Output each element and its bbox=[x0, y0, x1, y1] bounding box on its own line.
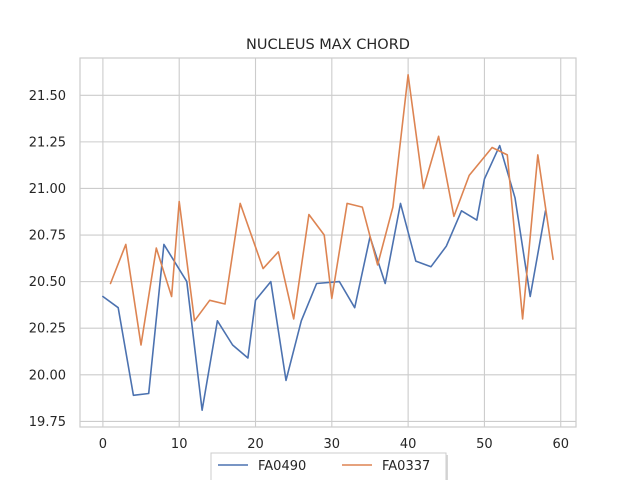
y-tick-label: 21.50 bbox=[29, 89, 66, 104]
y-tick-label: 20.75 bbox=[29, 229, 66, 244]
y-tick-label: 20.50 bbox=[29, 275, 66, 290]
legend: FA0490 FA0337 bbox=[210, 452, 448, 480]
y-tick-label: 21.25 bbox=[29, 135, 66, 150]
x-axis-ticks: 0 10 20 30 40 50 60 bbox=[99, 437, 569, 452]
x-tick-label: 40 bbox=[400, 437, 417, 452]
chart-title: NUCLEUS MAX CHORD bbox=[246, 37, 410, 53]
x-tick-label: 0 bbox=[99, 437, 107, 452]
plot-frame bbox=[79, 57, 577, 428]
x-tick-label: 10 bbox=[171, 437, 188, 452]
series-layer bbox=[102, 74, 554, 412]
legend-label: FA0490 bbox=[258, 459, 306, 474]
y-tick-label: 20.00 bbox=[29, 368, 66, 383]
x-tick-label: 20 bbox=[247, 437, 264, 452]
y-tick-label: 20.25 bbox=[29, 322, 66, 337]
legend-box bbox=[210, 452, 447, 480]
grid bbox=[80, 58, 576, 427]
y-tick-label: 21.00 bbox=[29, 182, 66, 197]
x-tick-label: 30 bbox=[324, 437, 341, 452]
series-line-fa0337 bbox=[109, 74, 554, 346]
y-tick-label: 19.75 bbox=[29, 415, 66, 430]
series-line-fa0490 bbox=[102, 144, 547, 412]
legend-label: FA0337 bbox=[382, 459, 430, 474]
x-tick-label: 60 bbox=[552, 437, 569, 452]
y-axis-ticks: 19.75 20.00 20.25 20.50 20.75 21.00 21.25 21.50 bbox=[29, 89, 66, 430]
x-tick-label: 50 bbox=[476, 437, 493, 452]
